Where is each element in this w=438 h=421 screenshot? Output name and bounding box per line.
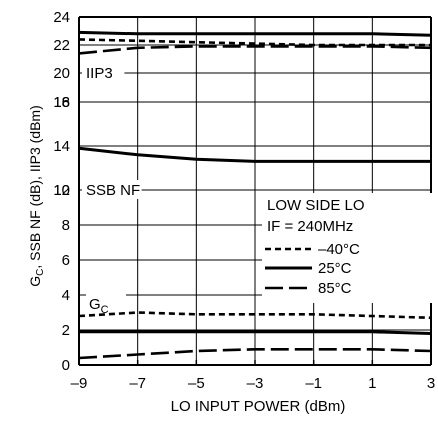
y-tick-label: 10 xyxy=(53,182,70,199)
y-tick-label: 8 xyxy=(62,217,70,234)
gc-label-text: GC xyxy=(89,296,109,316)
x-axis-label: LO INPUT POWER (dBm) xyxy=(171,398,346,415)
series-line-dashed xyxy=(78,38,431,47)
gc-label: GC xyxy=(86,293,126,316)
annotation-label: IIP3 xyxy=(86,65,113,82)
annotation-background xyxy=(82,180,142,199)
annotation-layer: IIP3 SSB NF xyxy=(82,63,142,199)
y-tick-label: 16 xyxy=(53,94,70,111)
series-line-solid xyxy=(78,146,431,163)
y-tick-label: 20 xyxy=(53,65,70,82)
y-tick-label: 14 xyxy=(53,138,70,155)
gc-label-sub: C xyxy=(101,304,109,316)
y-axis-label-sub: C xyxy=(35,269,46,276)
y-axis-label-main: G xyxy=(27,276,43,287)
series-line-longdash xyxy=(78,45,432,55)
y-axis-label: GC, SSB NF (dB), IIP3 (dBm) xyxy=(27,105,46,287)
x-tick-label: –3 xyxy=(247,375,264,392)
x-tick-label: –5 xyxy=(188,375,205,392)
series-line-dashed xyxy=(78,311,432,320)
series-layer xyxy=(78,30,432,360)
series-line-solid xyxy=(78,30,432,37)
legend: LOW SIDE LO IF = 240MHz –40°C 25°C 85°C xyxy=(262,193,434,303)
x-tick-label: –9 xyxy=(71,375,88,392)
y-tick-label: 18 xyxy=(53,94,70,111)
legend-label-25: 25°C xyxy=(318,260,352,277)
x-tick-label: –1 xyxy=(305,375,322,392)
annotation-label: SSB NF xyxy=(86,182,140,199)
annotation-background xyxy=(82,63,125,82)
y-tick-label: 2 xyxy=(62,322,70,339)
legend-label-85: 85°C xyxy=(318,280,352,297)
y-tick-label: 6 xyxy=(62,252,70,269)
legend-title-line-2: IF = 240MHz xyxy=(267,218,353,235)
y-tick-label: 12 xyxy=(53,182,70,199)
y-axis-label-rest: , SSB NF (dB), IIP3 (dBm) xyxy=(27,105,43,268)
x-tick-label: 3 xyxy=(427,375,435,392)
series-line-solid xyxy=(79,330,432,335)
gc-label-background xyxy=(86,293,126,311)
y-tick-label: 0 xyxy=(62,357,70,374)
y-tick-label: 22 xyxy=(53,37,70,54)
y-tick-label: 4 xyxy=(62,287,70,304)
gc-label-main: G xyxy=(89,296,101,313)
x-tick-label: –7 xyxy=(129,375,146,392)
y-tick-label: 24 xyxy=(53,9,70,26)
x-tick-label: 1 xyxy=(368,375,376,392)
series-line-longdash xyxy=(78,347,432,360)
legend-title-line-1: LOW SIDE LO xyxy=(267,197,365,214)
legend-label-minus40: –40°C xyxy=(318,241,360,258)
